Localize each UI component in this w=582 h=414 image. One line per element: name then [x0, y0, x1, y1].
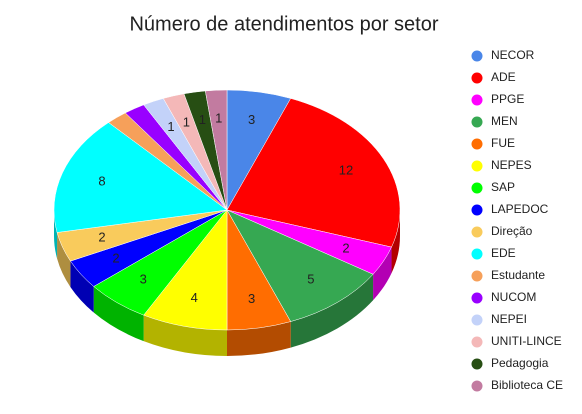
data-label: 12 [339, 163, 353, 178]
slice [226, 98, 401, 248]
data-label: 4 [191, 290, 198, 305]
slice-side [143, 315, 227, 356]
legend-label: NEPES [491, 158, 532, 172]
legend-label: PPGE [491, 92, 524, 106]
legend-label: ADE [491, 70, 516, 84]
data-label: 2 [112, 250, 119, 265]
legend-marker [471, 380, 483, 392]
slice-side [57, 232, 71, 288]
legend-marker [471, 116, 483, 128]
data-label: 3 [248, 291, 255, 306]
data-label: 1 [167, 119, 174, 134]
data-label: 5 [307, 272, 314, 287]
legend-label: NECOR [491, 48, 535, 62]
chart-title: Número de atendimentos por setor [129, 13, 438, 35]
legend-marker [471, 270, 483, 282]
legend-marker [471, 160, 483, 172]
data-label: 2 [342, 240, 349, 255]
data-label: 8 [98, 173, 105, 188]
legend-marker [471, 50, 483, 62]
data-label: 1 [215, 110, 222, 125]
legend-label: EDE [491, 246, 516, 260]
legend-label: UNITI-LINCE [491, 334, 562, 348]
legend-marker [471, 204, 483, 216]
data-label: 1 [183, 115, 190, 130]
legend-marker [471, 226, 483, 238]
legend-marker [471, 72, 483, 84]
legend-label: LAPEDOC [491, 202, 549, 216]
data-label: 1 [199, 112, 206, 127]
legend-label: NEPEI [491, 312, 527, 326]
legend-marker [471, 94, 483, 106]
slice-side [391, 210, 400, 274]
slice-side [70, 261, 94, 313]
legend-marker [471, 248, 483, 260]
legend-label: Direção [491, 224, 533, 238]
slice [226, 209, 374, 322]
legend-label: Pedagogia [491, 356, 549, 370]
legend-marker [471, 182, 483, 194]
slice-side [373, 247, 392, 301]
legend-label: SAP [491, 180, 515, 194]
legend-marker [471, 292, 483, 304]
slice [53, 122, 228, 233]
legend-label: Biblioteca CE [491, 378, 563, 392]
legend-label: MEN [491, 114, 518, 128]
legend-label: NUCOM [491, 290, 536, 304]
data-label: 3 [140, 272, 147, 287]
slice-side [227, 321, 291, 356]
data-label: 3 [248, 112, 255, 127]
legend-marker [471, 358, 483, 370]
legend-label: Estudante [491, 268, 545, 282]
data-label: 2 [98, 230, 105, 245]
legend-marker [471, 314, 483, 326]
legend-label: FUE [491, 136, 515, 150]
slice [205, 89, 228, 211]
legend-marker [471, 138, 483, 150]
legend-marker [471, 336, 483, 348]
slice-side [93, 286, 144, 342]
